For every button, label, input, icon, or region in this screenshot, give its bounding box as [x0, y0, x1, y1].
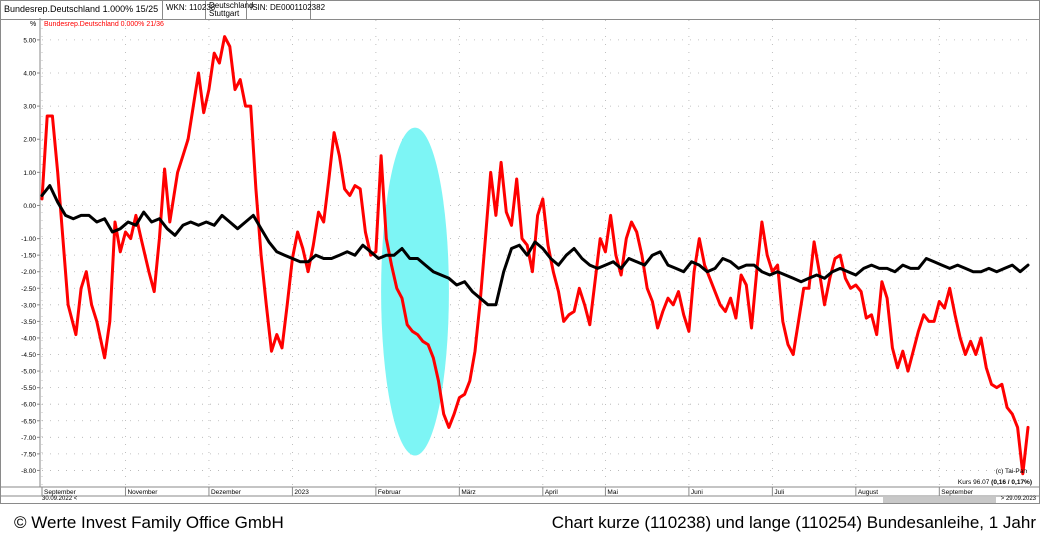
grid [41, 20, 1032, 487]
y-tick-label: -4.50 [21, 352, 36, 359]
instrument-header: Bundesrep.Deutschland 1.000% 15/25 WKN: … [1, 1, 1040, 20]
y-tick-label: -7.00 [21, 435, 36, 442]
y-tick-label: -3.00 [21, 302, 36, 309]
y-tick-label: -2.50 [21, 286, 36, 293]
y-tick-label: -2.00 [21, 269, 36, 276]
y-tick-label: 3.00 [23, 104, 36, 111]
y-tick-label: 4.00 [23, 70, 36, 77]
y-tick-label: -7.50 [21, 451, 36, 458]
instrument-title: Bundesrep.Deutschland 1.000% 15/25 [1, 1, 163, 19]
y-tick-label: 0.00 [23, 203, 36, 210]
series-line-long-bond [40, 35, 1030, 476]
month-label: Mai [607, 489, 617, 496]
y-tick-label: -4.00 [21, 335, 36, 342]
exchange-city: Stuttgart [209, 9, 240, 18]
highlight-ellipse [381, 127, 449, 456]
chart-window: Bundesrep.Deutschland 1.000% 15/25 WKN: … [0, 0, 1040, 504]
month-label: 2023 [294, 489, 309, 496]
month-label: Dezember [211, 489, 242, 496]
series-lines [40, 35, 1030, 476]
copyright-tai-pan: (c) Tai-Pan [996, 468, 1028, 475]
y-tick-label: -3.50 [21, 319, 36, 326]
y-tick-label: 5.00 [23, 37, 36, 44]
copyright-caption: © Werte Invest Family Office GmbH [14, 513, 284, 532]
y-tick-label: 1.00 [23, 170, 36, 177]
scroll-thumb[interactable] [883, 497, 996, 503]
y-axis: 5.00 4.00 3.00 2.00 1.00 0.00 -1.00 -1.50 -2.00 -… [21, 18, 41, 487]
month-label: Februar [378, 489, 402, 496]
y-tick-label: -5.00 [21, 369, 36, 376]
unit-label: % [30, 21, 36, 28]
y-tick-label: -1.00 [21, 236, 36, 243]
month-label: Juni [691, 489, 703, 496]
month-label: November [127, 489, 158, 496]
legend-entry-long-bond: Bundesrep.Deutschland 0.000% 21/36 [44, 21, 164, 28]
line-chart: 5.00 4.00 3.00 2.00 1.00 0.00 -1.00 -1.50 -2.00 -… [0, 18, 1040, 497]
y-tick-label: 2.00 [23, 137, 36, 144]
y-tick-label: -8.00 [21, 468, 36, 475]
kurs-change: (0,16 / 0,17%) [991, 479, 1032, 486]
month-label: September [44, 489, 77, 496]
month-label: März [461, 489, 475, 496]
y-tick-label: -5.50 [21, 385, 36, 392]
end-date: > 29.09.2023 [1000, 496, 1036, 502]
date-scrollbar[interactable]: 30.09.2022 < > 29.09.2023 [0, 496, 1039, 504]
exchange-country: Deutschland [209, 1, 254, 10]
month-label: Juli [774, 489, 784, 496]
y-tick-label: -1.50 [21, 253, 36, 260]
caption-bar: © Werte Invest Family Office GmbH Chart … [0, 508, 1060, 542]
start-date: 30.09.2022 < [42, 496, 78, 502]
month-label: September [941, 489, 974, 496]
exchange-label: Deutschland Stuttgart [206, 1, 254, 19]
series-line-short-bond [40, 184, 1030, 307]
y-tick-label: -6.00 [21, 402, 36, 409]
kurs-value: Kurs 96.07 [958, 479, 991, 486]
y-tick-label: -6.50 [21, 418, 36, 425]
month-label: August [858, 489, 878, 496]
isin-label: ISIN: DE0001102382 [247, 1, 325, 19]
chart-caption: Chart kurze (110238) und lange (110254) … [551, 513, 1036, 532]
wkn-label: WKN: 110238 [163, 1, 215, 19]
month-label: April [545, 489, 559, 496]
kurs-readout: Kurs 96.07 (0,16 / 0,17%) [958, 479, 1032, 486]
x-axis: September November Dezember 2023 Februar März… [0, 486, 1040, 497]
